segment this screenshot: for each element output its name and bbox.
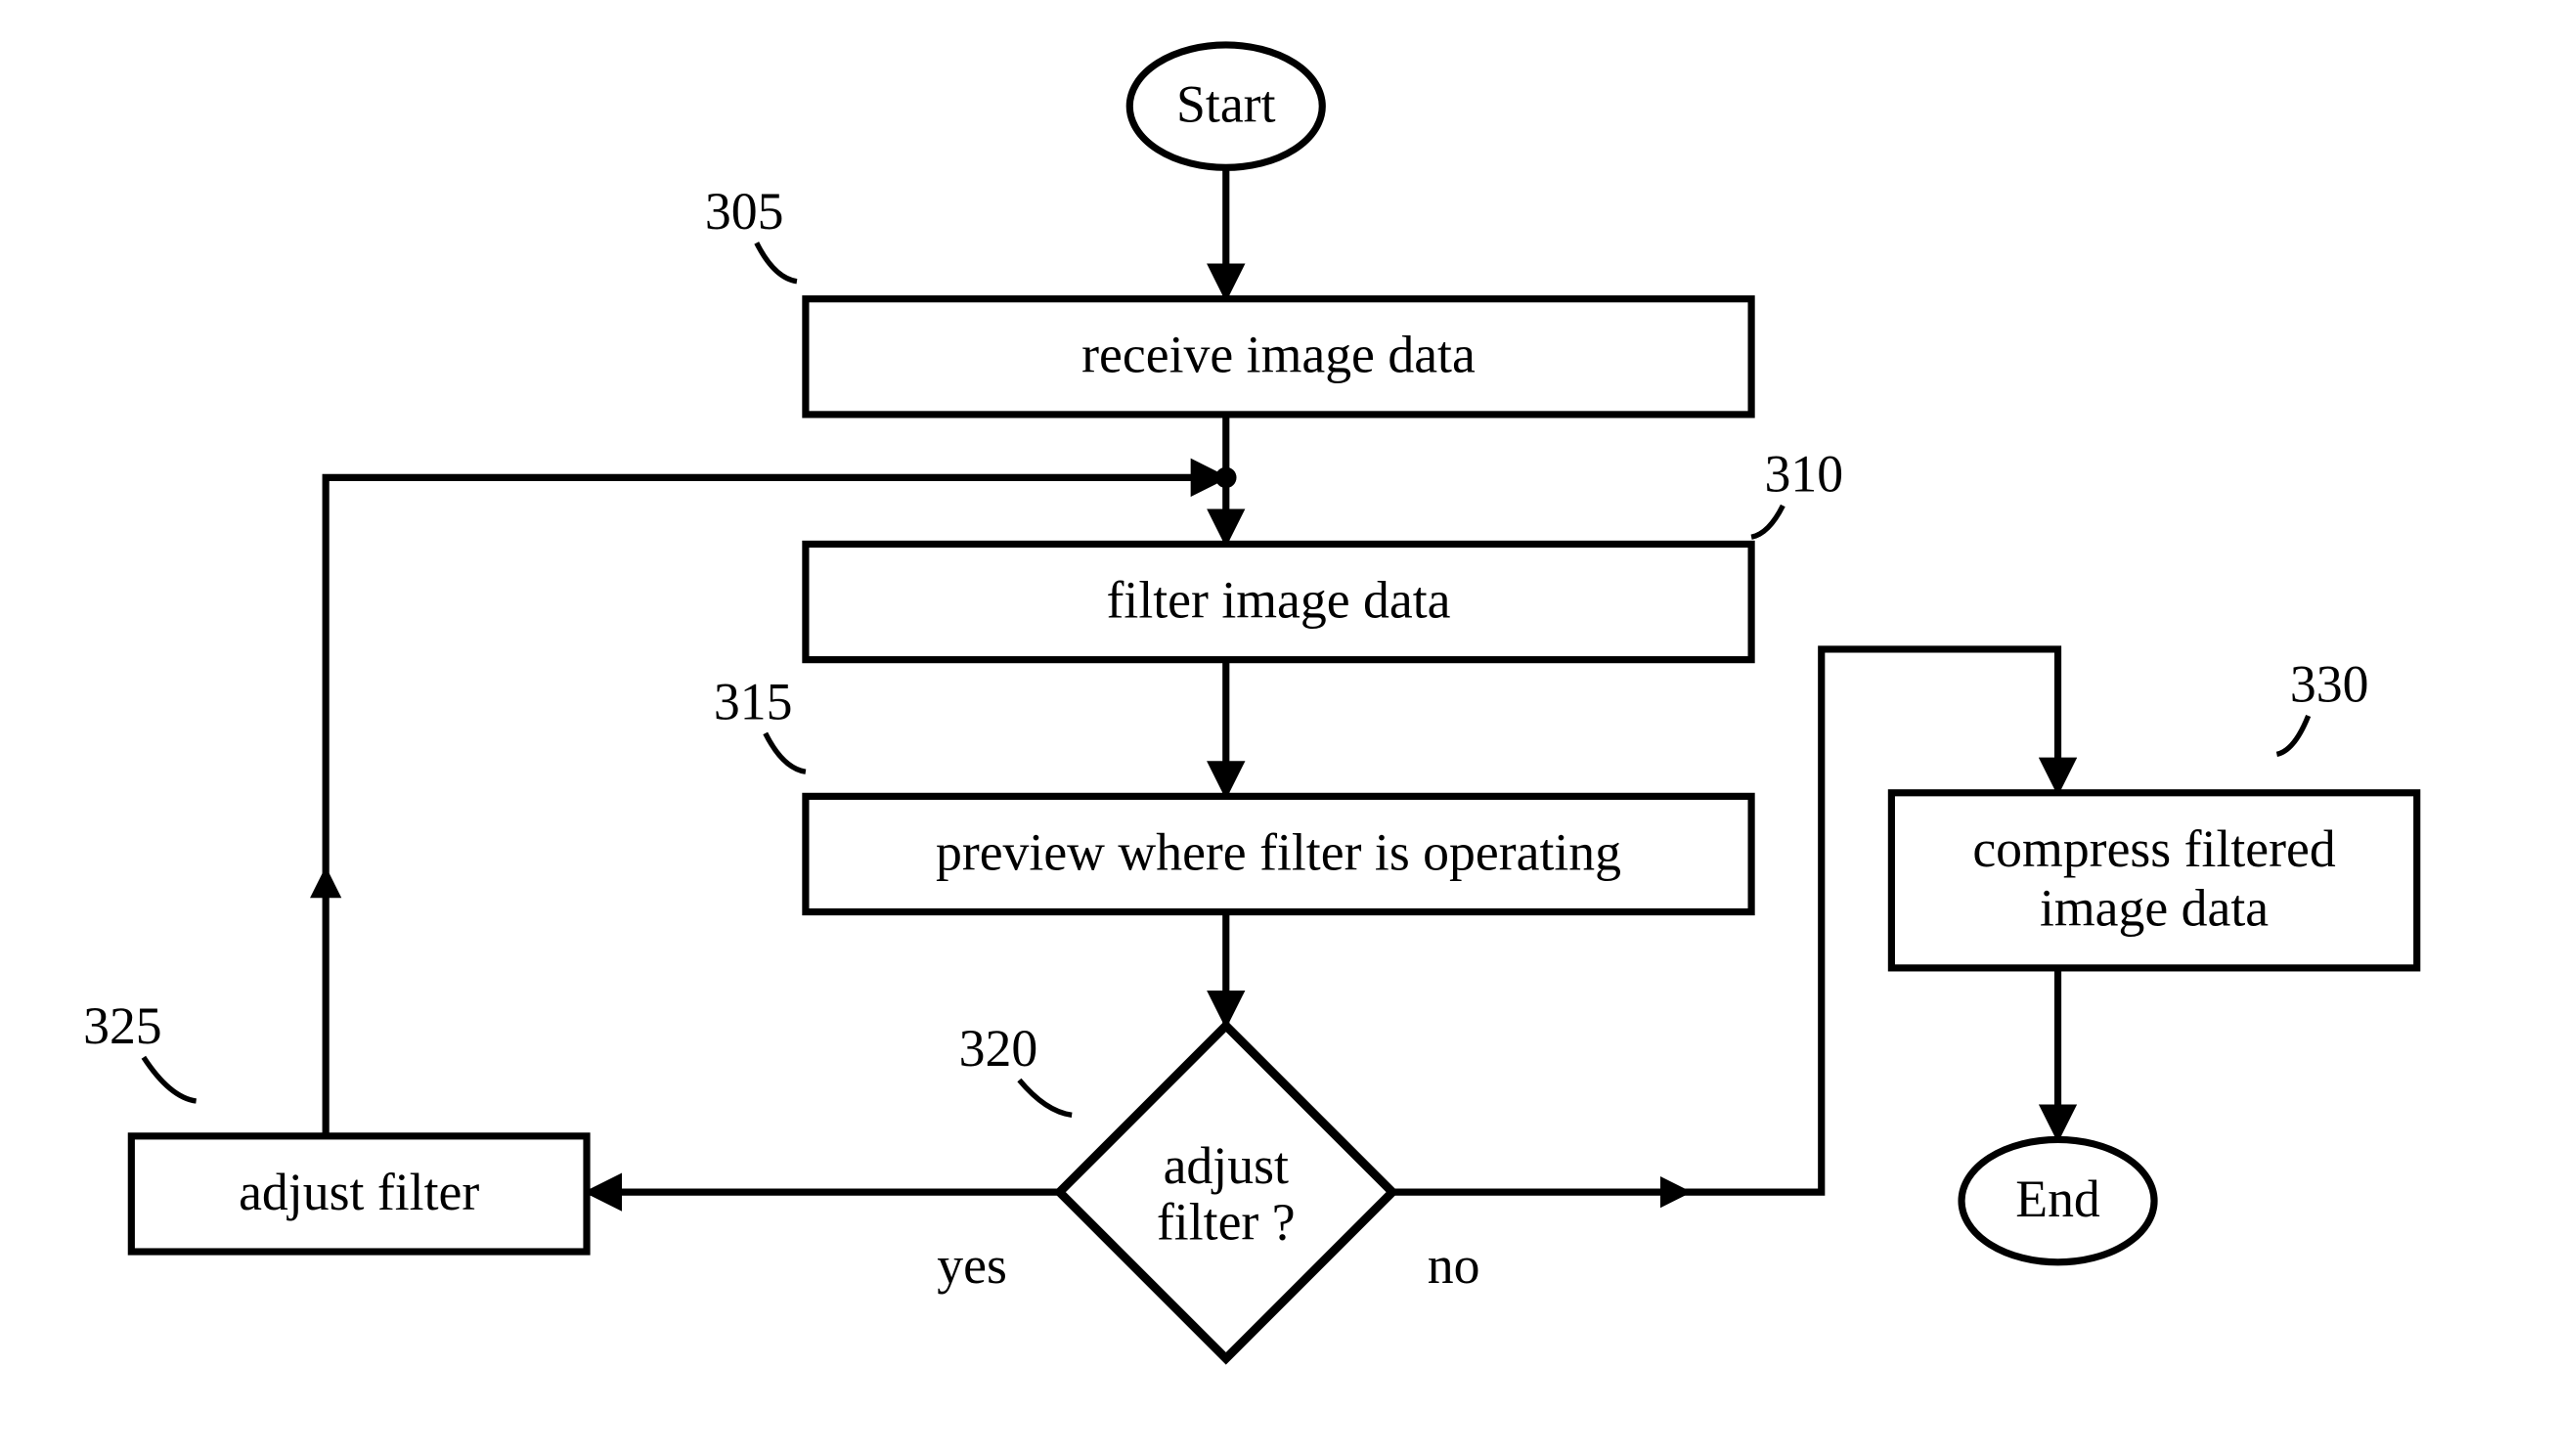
nodes: Start receive image data filter image data…	[131, 45, 2416, 1358]
node-n315-label: preview where filter is operating	[936, 822, 1621, 881]
node-end-label: End	[2015, 1169, 2100, 1228]
svg-text:compress filtered: compress filtered	[1972, 819, 2336, 878]
node-n310-label: filter image data	[1107, 570, 1451, 629]
svg-text:330: 330	[2290, 655, 2369, 714]
svg-text:325: 325	[83, 996, 162, 1055]
edge-label-320_no_right: no	[1428, 1236, 1480, 1295]
ref-r305: 305	[705, 182, 797, 282]
node-n325: adjust filter	[131, 1136, 587, 1252]
node-end: End	[1962, 1139, 2154, 1261]
ref-r325: 325	[83, 996, 197, 1101]
node-n330: compress filteredimage data	[1891, 793, 2416, 968]
node-n315: preview where filter is operating	[806, 796, 1751, 911]
svg-text:adjust: adjust	[1164, 1136, 1289, 1195]
ref-r320: 320	[959, 1019, 1073, 1115]
svg-text:filter ?: filter ?	[1157, 1192, 1296, 1251]
svg-text:image data: image data	[2040, 879, 2269, 938]
node-n325-label: adjust filter	[239, 1163, 479, 1221]
node-n305-label: receive image data	[1081, 326, 1476, 384]
svg-text:315: 315	[714, 673, 793, 731]
ref-r310: 310	[1751, 445, 1843, 538]
edge-label-320_yes_to_325: yes	[937, 1236, 1007, 1295]
svg-text:320: 320	[959, 1019, 1038, 1078]
junction-dot	[1215, 467, 1236, 488]
node-n305: receive image data	[806, 299, 1751, 415]
node-n320: adjustfilter ?	[1060, 1026, 1392, 1358]
ref-r330: 330	[2276, 655, 2368, 755]
ref-r315: 315	[714, 673, 806, 772]
svg-text:310: 310	[1765, 445, 1844, 504]
node-start: Start	[1129, 45, 1322, 167]
node-n310: filter image data	[806, 544, 1751, 659]
node-start-label: Start	[1176, 75, 1276, 134]
svg-text:305: 305	[705, 182, 784, 241]
